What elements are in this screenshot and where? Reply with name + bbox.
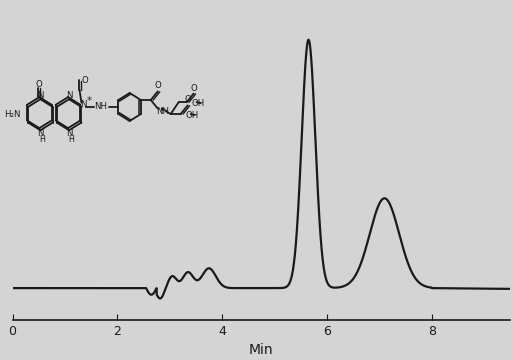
- X-axis label: Min: Min: [249, 343, 273, 357]
